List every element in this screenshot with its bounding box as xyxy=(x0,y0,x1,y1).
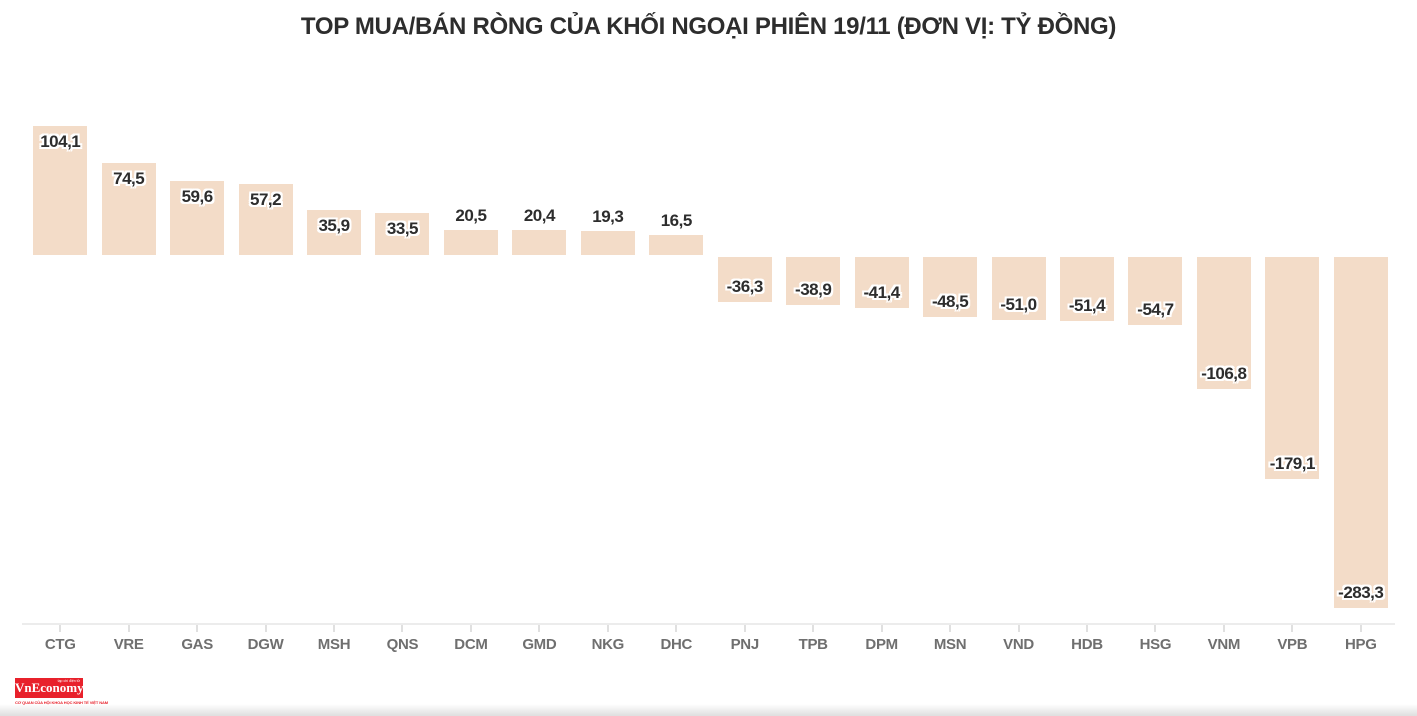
bar-value-label: -179,1 xyxy=(1269,454,1316,474)
bar xyxy=(1265,257,1320,480)
bar xyxy=(717,257,772,302)
x-axis-label: GAS xyxy=(181,636,213,653)
bar xyxy=(512,229,567,255)
x-axis-label: HPG xyxy=(1344,636,1377,653)
x-axis-label: TPB xyxy=(798,636,828,653)
bar xyxy=(923,257,978,318)
x-axis-label: NKG xyxy=(591,636,625,653)
x-axis-label: DCM xyxy=(454,636,488,653)
x-axis-tick xyxy=(264,625,267,632)
bar-value-label: 19,3 xyxy=(592,207,624,227)
x-axis-tick xyxy=(949,625,952,632)
x-axis-label: PNJ xyxy=(730,636,760,653)
logo-text: VnEconomy xyxy=(15,680,84,695)
bar-value-label: -41,4 xyxy=(863,283,901,303)
x-axis-label: HDB xyxy=(1071,636,1103,653)
x-axis-label: MSN xyxy=(933,636,967,653)
bar-value-label: -36,3 xyxy=(726,277,764,296)
x-axis-tick xyxy=(675,625,678,632)
bar-value-label: 16,5 xyxy=(660,210,693,230)
bar xyxy=(991,257,1046,321)
x-axis-tick xyxy=(1359,625,1362,632)
x-axis-label: VND xyxy=(1003,636,1034,653)
bar xyxy=(580,231,635,255)
bar-value-label: 33,5 xyxy=(386,219,419,239)
bar-value-label: -106,8 xyxy=(1201,364,1247,384)
bar xyxy=(170,181,225,255)
x-axis-label: VNM xyxy=(1207,636,1241,653)
x-axis-label: VPB xyxy=(1277,636,1308,653)
x-axis-tick xyxy=(1154,625,1157,632)
x-axis-label: QNS xyxy=(386,636,419,653)
x-axis-tick xyxy=(1291,625,1294,632)
bar-value-label: 57,2 xyxy=(250,190,282,210)
x-axis-tick xyxy=(538,625,541,632)
x-axis-tick xyxy=(1017,625,1020,632)
x-axis-tick xyxy=(127,625,130,632)
bar xyxy=(1128,257,1183,325)
bar-value-label: -54,7 xyxy=(1137,299,1174,319)
bottom-shadow-strip xyxy=(0,704,1417,716)
bar xyxy=(443,229,498,255)
bar-value-label: -48,5 xyxy=(931,292,969,312)
x-axis-tick xyxy=(812,625,815,632)
bar-value-label: -283,3 xyxy=(1338,583,1384,603)
x-axis-label: VRE xyxy=(113,636,144,653)
x-axis-tick xyxy=(333,625,336,632)
x-axis-tick xyxy=(1222,625,1225,632)
bar xyxy=(786,257,841,306)
x-axis-line xyxy=(22,623,1395,625)
bar-value-label: 59,6 xyxy=(181,187,214,207)
x-axis-label: DHC xyxy=(660,636,693,653)
x-axis-label: CTG xyxy=(44,636,76,653)
bar xyxy=(1196,257,1251,390)
bar xyxy=(1333,257,1388,609)
logo-top-text: tạp chí điện tử xyxy=(57,679,80,683)
logo-tagline: CƠ QUAN CỦA HỘI KHOA HỌC KINH TẾ VIỆT NA… xyxy=(15,700,109,705)
x-axis-label: DGW xyxy=(247,636,284,653)
bar xyxy=(854,257,909,309)
x-axis-tick xyxy=(743,625,746,632)
x-axis-tick xyxy=(880,625,883,632)
x-axis-tick xyxy=(196,625,199,632)
bar xyxy=(307,210,362,255)
bar-value-label: 104,1 xyxy=(40,131,81,151)
x-axis-tick xyxy=(401,625,404,632)
bar-value-label: 35,9 xyxy=(318,216,350,236)
bar xyxy=(33,125,88,255)
bar-value-label: 20,5 xyxy=(455,205,487,225)
x-axis-label: MSH xyxy=(317,636,351,653)
bar xyxy=(238,184,293,255)
bar-value-label: -38,9 xyxy=(795,280,832,300)
x-axis-label: HSG xyxy=(1139,636,1172,653)
x-axis-tick xyxy=(469,625,472,632)
bar-value-label: 20,4 xyxy=(523,205,556,225)
x-axis-tick xyxy=(1085,625,1088,632)
bar xyxy=(649,234,704,255)
x-axis-tick xyxy=(59,625,62,632)
bar-value-label: 74,5 xyxy=(113,168,145,188)
x-axis-tick xyxy=(606,625,609,632)
bar xyxy=(375,213,430,255)
x-axis-label: DPM xyxy=(865,636,898,653)
chart-title: TOP MUA/BÁN RÒNG CỦA KHỐI NGOẠI PHIÊN 19… xyxy=(300,13,1117,40)
plot-area: 104,1 CTG 74,5 VRE 59,6 GAS 57,2 DGW 35,9 MSH 33,5… xyxy=(22,110,1395,670)
x-axis-label: GMD xyxy=(522,636,557,653)
vneconomy-logo: tạp chí điện tử VnEconomy xyxy=(15,678,84,698)
bar xyxy=(101,162,156,255)
bar xyxy=(1059,257,1114,321)
bar-value-label: -51,4 xyxy=(1068,295,1106,315)
bar-value-label: -51,0 xyxy=(1000,295,1037,315)
